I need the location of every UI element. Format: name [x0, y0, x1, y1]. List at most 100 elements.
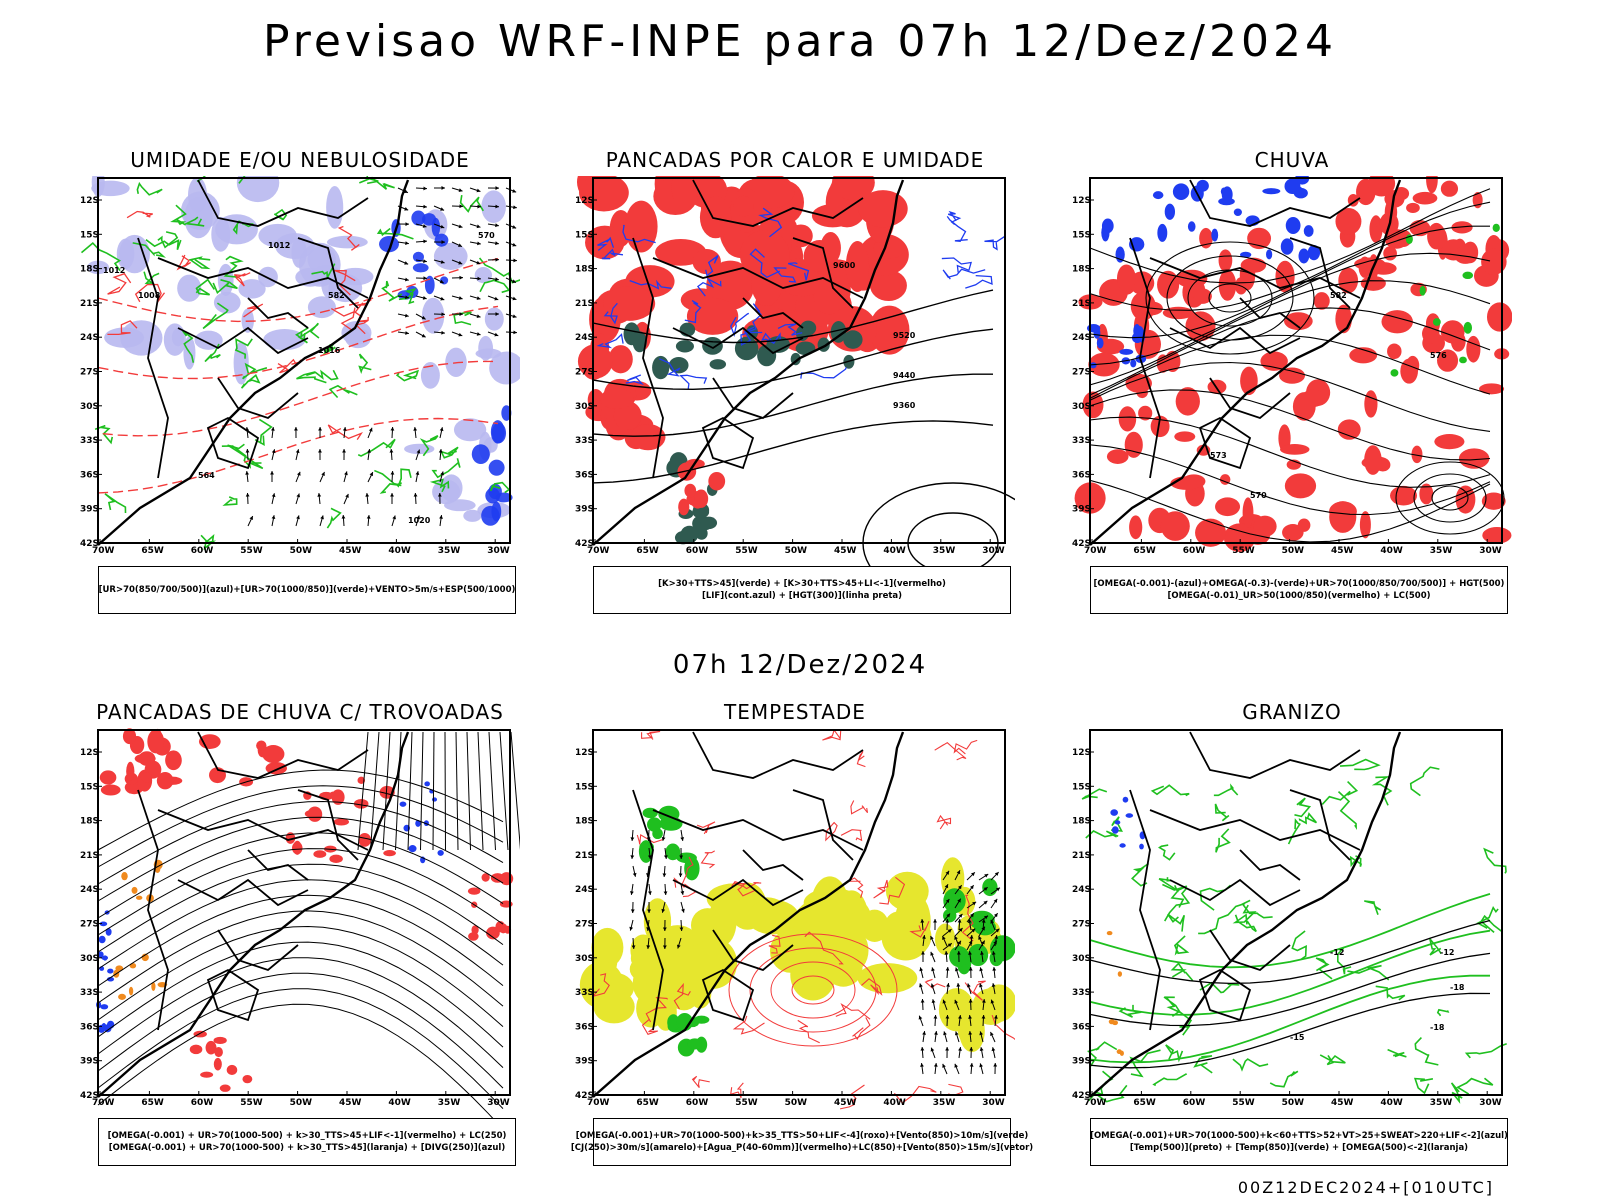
- contour-line: [419, 434, 439, 457]
- lon-tick-label: 55W: [240, 1098, 263, 1108]
- wind-vector-head: [421, 333, 426, 338]
- contour-line: [1436, 1008, 1450, 1017]
- wind-vector-head: [422, 224, 427, 228]
- contour-line: [953, 739, 978, 755]
- contour-line: [768, 934, 781, 954]
- contour-line: [143, 271, 160, 286]
- lat-tick-label: 39S: [80, 505, 99, 515]
- contour-line: [673, 982, 691, 1010]
- lat-tick-label: 30S: [575, 402, 594, 412]
- state-border: [1198, 968, 1252, 1022]
- wind-vector-head: [969, 1063, 974, 1067]
- shaded-area: [437, 849, 444, 856]
- wind-vector-head: [944, 884, 949, 889]
- wind-vector-head: [646, 945, 651, 949]
- shaded-area: [1266, 249, 1273, 260]
- state-border: [1239, 849, 1301, 881]
- contour-line: [1163, 996, 1183, 1015]
- wind-vector-head: [630, 837, 635, 841]
- contour-line: [596, 333, 624, 349]
- contour-label: -18: [1430, 1023, 1445, 1032]
- shaded-area: [189, 1044, 203, 1055]
- lat-tick-label: 42S: [1072, 539, 1091, 549]
- lon-tick-label: 40W: [1380, 546, 1403, 556]
- contour-line: [1349, 855, 1363, 868]
- contour-line: [1152, 1073, 1188, 1087]
- wind-vector-head: [423, 259, 427, 264]
- legend-line: [UR>70(850/700/500)](azul)+[UR>70(1000/8…: [98, 585, 516, 595]
- shaded-area: [1411, 445, 1423, 464]
- contour-line: [429, 478, 450, 493]
- shaded-area: [151, 982, 156, 991]
- shaded-area: [399, 801, 407, 807]
- wind-vector-head: [956, 951, 961, 955]
- lat-tick-label: 18S: [80, 817, 99, 827]
- shaded-area: [1437, 349, 1459, 372]
- shaded-area: [358, 833, 372, 847]
- lat-tick-label: 18S: [575, 265, 594, 275]
- shaded-area: [331, 789, 345, 805]
- shaded-area: [1172, 183, 1190, 200]
- shaded-area: [1454, 246, 1477, 264]
- contour-line: [761, 332, 781, 345]
- legend-line: [LIF](cont.azul) + [HGT(300)](linha pret…: [701, 591, 903, 601]
- streamline: [97, 988, 504, 1109]
- contour-line: [306, 369, 339, 381]
- contour-line: [1085, 830, 1119, 839]
- shaded-area: [116, 238, 135, 269]
- shaded-area: [1359, 511, 1371, 539]
- wind-vector-head: [369, 472, 373, 477]
- wind-vector-head: [931, 967, 935, 972]
- legend-line: [OMEGA(-0.001) + UR>70(1000-500) + k>30_…: [107, 1131, 507, 1141]
- shaded-area: [444, 499, 476, 512]
- contour-line: [1294, 797, 1312, 818]
- lat-tick-label: 24S: [575, 333, 594, 343]
- wind-vector-head: [440, 207, 445, 211]
- wind-vector-head: [245, 471, 250, 475]
- lat-tick-label: 30S: [80, 402, 99, 412]
- lon-tick-label: 70W: [587, 546, 610, 556]
- contour-line: [787, 262, 810, 281]
- streamline: [97, 957, 504, 1068]
- shaded-area: [481, 505, 500, 526]
- contour-line: [1413, 1077, 1434, 1095]
- lon-tick-label: 50W: [1282, 546, 1305, 556]
- wind-vector-head: [919, 983, 923, 988]
- contour-line: [1089, 201, 1491, 311]
- contour-line: [700, 850, 716, 869]
- shaded-area: [1280, 238, 1294, 255]
- contour-line: [592, 289, 994, 344]
- lat-tick-label: 39S: [1072, 1057, 1091, 1067]
- lat-tick-label: 18S: [575, 817, 594, 827]
- shaded-area: [1367, 176, 1396, 197]
- shaded-area: [599, 388, 634, 409]
- shaded-area: [706, 260, 755, 311]
- wind-vector-head: [459, 312, 463, 316]
- lat-tick-label: 27S: [80, 920, 99, 930]
- wind-vector-head: [968, 1031, 973, 1035]
- shaded-area: [421, 297, 445, 334]
- plot-frame: [592, 177, 1006, 544]
- contour-line: [1450, 1082, 1463, 1104]
- contour-label: 9600: [833, 261, 856, 270]
- wind-vector-head: [630, 855, 635, 859]
- lat-tick-label: 21S: [1072, 851, 1091, 861]
- wind-vector-head: [512, 296, 517, 301]
- wind-vector-head: [512, 314, 517, 319]
- wind-vector-head: [367, 449, 371, 453]
- state-border: [692, 179, 864, 227]
- shaded-area: [121, 872, 128, 881]
- shaded-area: [972, 988, 1010, 1026]
- shaded-area: [647, 817, 662, 832]
- lon-tick-label: 70W: [92, 546, 115, 556]
- shaded-area: [1130, 359, 1137, 368]
- contour-line: [359, 176, 395, 190]
- contour-line: [479, 279, 511, 294]
- map-pancadas-calor: 9600 9520 9440 9360 12S 15S 18S 21S 24S 27S 30S 33…: [575, 176, 1015, 566]
- shaded-area: [471, 444, 490, 465]
- wind-vector-head: [980, 951, 984, 955]
- wind-vector-head: [942, 1063, 946, 1068]
- contour-line: [273, 208, 288, 221]
- panel-umidade: UMIDADE E/OU NEBULOSIDADE 1012 1012 1008 10…: [80, 148, 520, 618]
- contour-line: [1213, 783, 1239, 797]
